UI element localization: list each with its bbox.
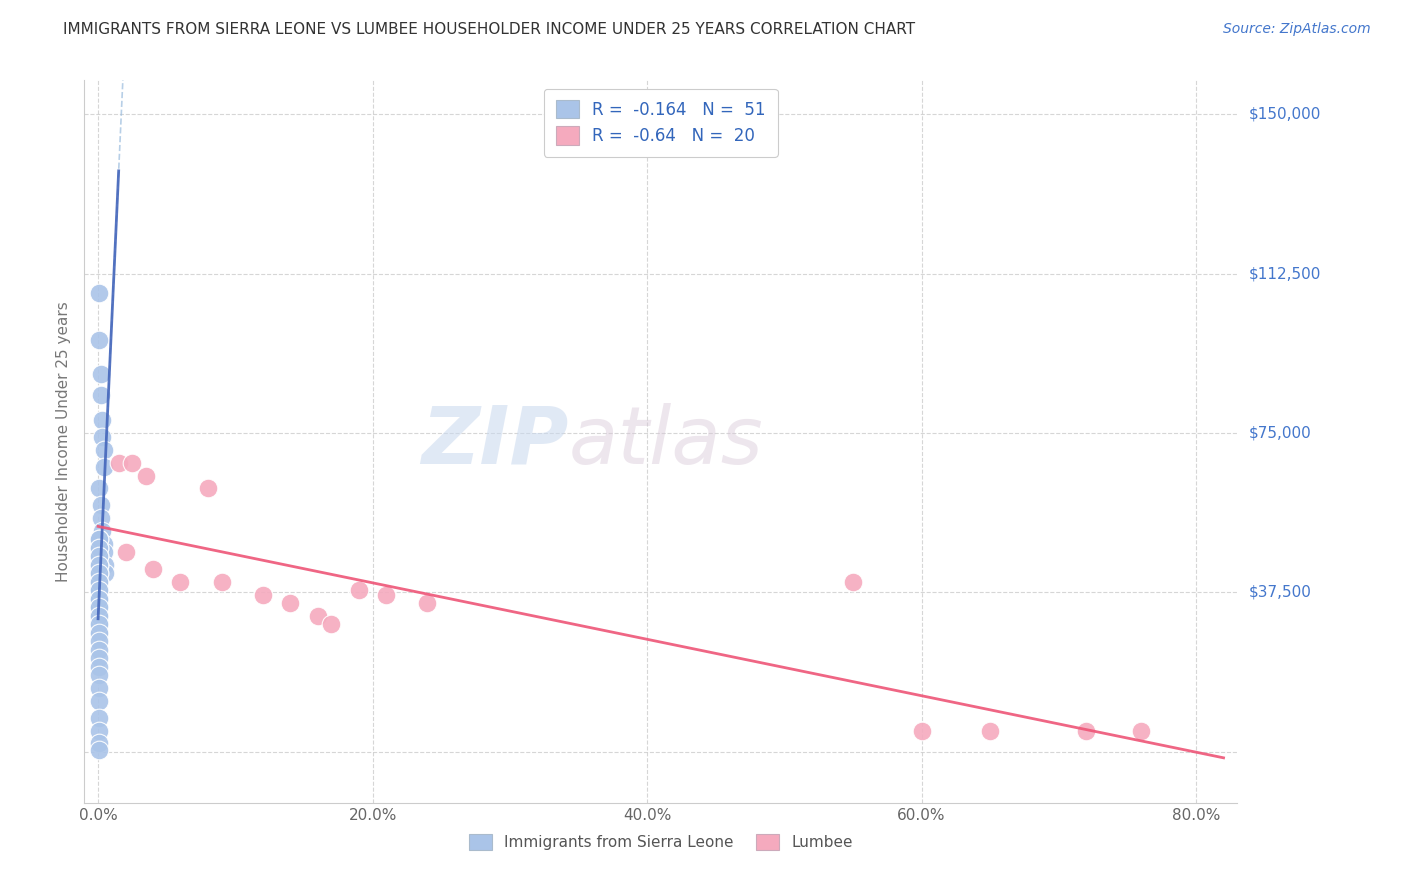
Point bbox=[89, 668, 111, 682]
Legend: Immigrants from Sierra Leone, Lumbee: Immigrants from Sierra Leone, Lumbee bbox=[463, 829, 859, 856]
Point bbox=[89, 723, 111, 738]
Point bbox=[89, 285, 111, 300]
Point bbox=[89, 558, 111, 572]
Text: $37,500: $37,500 bbox=[1249, 585, 1312, 600]
Point bbox=[93, 443, 115, 458]
Point bbox=[211, 574, 233, 589]
Point bbox=[89, 642, 111, 657]
Text: $112,500: $112,500 bbox=[1249, 266, 1320, 281]
Point bbox=[89, 574, 111, 589]
Point bbox=[90, 511, 112, 525]
Point bbox=[89, 681, 111, 695]
Point bbox=[93, 460, 115, 475]
Point bbox=[91, 430, 114, 444]
Text: $150,000: $150,000 bbox=[1249, 107, 1320, 122]
Point bbox=[89, 481, 111, 495]
Point bbox=[107, 456, 129, 470]
Text: IMMIGRANTS FROM SIERRA LEONE VS LUMBEE HOUSEHOLDER INCOME UNDER 25 YEARS CORRELA: IMMIGRANTS FROM SIERRA LEONE VS LUMBEE H… bbox=[63, 22, 915, 37]
Point bbox=[89, 541, 111, 555]
Point bbox=[94, 558, 117, 572]
Point bbox=[89, 533, 111, 547]
Point bbox=[89, 549, 111, 564]
Text: atlas: atlas bbox=[568, 402, 763, 481]
Point bbox=[89, 549, 111, 564]
Point bbox=[89, 711, 111, 725]
Point bbox=[90, 498, 112, 512]
Point bbox=[93, 545, 115, 559]
Point bbox=[252, 588, 274, 602]
Point bbox=[89, 333, 111, 347]
Point bbox=[89, 566, 111, 581]
Point bbox=[89, 591, 111, 606]
Point bbox=[910, 723, 932, 738]
Point bbox=[90, 367, 112, 381]
Point bbox=[89, 541, 111, 555]
Point bbox=[89, 736, 111, 750]
Point bbox=[89, 742, 111, 756]
Point bbox=[142, 562, 165, 576]
Point bbox=[91, 413, 114, 427]
Point bbox=[842, 574, 865, 589]
Point bbox=[89, 533, 111, 547]
Point bbox=[135, 468, 157, 483]
Text: Source: ZipAtlas.com: Source: ZipAtlas.com bbox=[1223, 22, 1371, 37]
Point bbox=[278, 596, 301, 610]
Point bbox=[416, 596, 439, 610]
Point bbox=[1076, 723, 1098, 738]
Point bbox=[979, 723, 1001, 738]
Point bbox=[89, 617, 111, 632]
Point bbox=[89, 583, 111, 598]
Point bbox=[91, 524, 114, 538]
Point bbox=[89, 600, 111, 615]
Point bbox=[347, 583, 370, 598]
Point bbox=[89, 591, 111, 606]
Point bbox=[89, 694, 111, 708]
Point bbox=[89, 574, 111, 589]
Point bbox=[121, 456, 143, 470]
Y-axis label: Householder Income Under 25 years: Householder Income Under 25 years bbox=[56, 301, 72, 582]
Point bbox=[169, 574, 191, 589]
Point bbox=[94, 566, 117, 581]
Text: ZIP: ZIP bbox=[422, 402, 568, 481]
Point bbox=[89, 617, 111, 632]
Point bbox=[375, 588, 398, 602]
Point bbox=[93, 536, 115, 550]
Point bbox=[89, 608, 111, 623]
Point bbox=[90, 388, 112, 402]
Point bbox=[1130, 723, 1153, 738]
Point bbox=[114, 545, 136, 559]
Point bbox=[321, 617, 343, 632]
Point bbox=[307, 608, 329, 623]
Point bbox=[89, 651, 111, 665]
Text: $75,000: $75,000 bbox=[1249, 425, 1312, 441]
Point bbox=[89, 608, 111, 623]
Point bbox=[89, 625, 111, 640]
Point bbox=[89, 583, 111, 598]
Point bbox=[89, 625, 111, 640]
Point bbox=[89, 660, 111, 674]
Point bbox=[197, 481, 219, 495]
Point bbox=[89, 566, 111, 581]
Point bbox=[89, 600, 111, 615]
Point bbox=[89, 558, 111, 572]
Point bbox=[89, 634, 111, 648]
